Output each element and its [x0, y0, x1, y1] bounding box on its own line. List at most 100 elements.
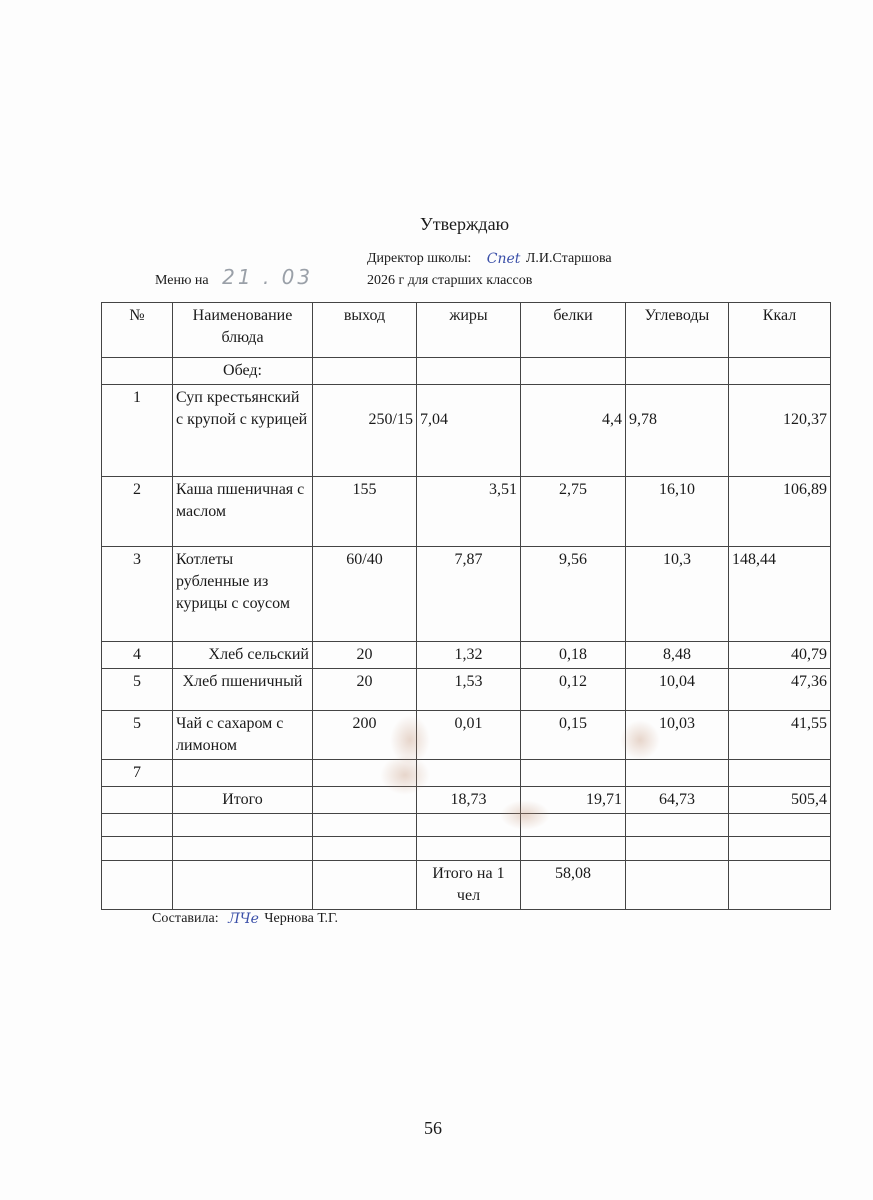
director-label: Директор школы: — [367, 251, 472, 266]
cell-fat: 7,87 — [416, 546, 521, 642]
cell-dish-name: Хлеб сельский — [172, 641, 313, 669]
director-line: Директор школы: Сnet Л.И.Старшова — [367, 250, 612, 268]
cell-kcal: 40,79 — [728, 641, 831, 669]
menu-table: № Наименование блюда выход жиры белки Углевод… — [101, 302, 831, 910]
cell-carbs — [625, 813, 729, 837]
cell-dish-name: Итого — [172, 786, 313, 814]
cell-number: 3 — [101, 546, 173, 642]
cell-number — [101, 860, 173, 910]
column-header-fat: жиры — [416, 302, 521, 358]
table-header-row: № Наименование блюда выход жиры белки Углевод… — [101, 302, 831, 358]
cell-dish-name: Обед: — [172, 357, 313, 385]
cell-carbs: 64,73 — [625, 786, 729, 814]
cell-kcal — [728, 860, 831, 910]
cell-portion: 250/15 — [312, 384, 417, 477]
cell-fat: 1,53 — [416, 668, 521, 711]
cell-protein — [520, 759, 626, 787]
table-row: Обед: — [101, 357, 831, 385]
cell-dish-name: Суп крестьянский с крупой с курицей — [172, 384, 313, 477]
table-row: 2 Каша пшеничная с маслом 155 3,51 2,75 16,10… — [101, 476, 831, 547]
cell-kcal: 106,89 — [728, 476, 831, 547]
cell-kcal — [728, 759, 831, 787]
cell-kcal: 41,55 — [728, 710, 831, 760]
column-header-kcal: Ккал — [728, 302, 831, 358]
cell-number — [101, 357, 173, 385]
cell-protein — [520, 357, 626, 385]
cell-portion — [312, 813, 417, 837]
column-header-number: № — [101, 302, 173, 358]
cell-fat: 0,01 — [416, 710, 521, 760]
cell-carbs: 10,3 — [625, 546, 729, 642]
cell-portion: 20 — [312, 641, 417, 669]
table-row — [101, 836, 831, 861]
compiled-signature: ЛЧе — [228, 911, 259, 927]
cell-carbs — [625, 759, 729, 787]
cell-dish-name: Каша пшеничная с маслом — [172, 476, 313, 547]
cell-portion: 20 — [312, 668, 417, 711]
cell-kcal: 505,4 — [728, 786, 831, 814]
table-row: 3 Котлеты рубленные из курицы с соусом 60/… — [101, 546, 831, 642]
cell-dish-name — [172, 836, 313, 861]
cell-protein: 58,08 — [520, 860, 626, 910]
cell-carbs — [625, 836, 729, 861]
cell-portion: 155 — [312, 476, 417, 547]
cell-protein: 0,18 — [520, 641, 626, 669]
column-header-portion: выход — [312, 302, 417, 358]
cell-portion — [312, 357, 417, 385]
column-header-carbs: Углеводы — [625, 302, 729, 358]
cell-dish-name: Котлеты рубленные из курицы с соусом — [172, 546, 313, 642]
table-row: 1 Суп крестьянский с крупой с курицей 250/… — [101, 384, 831, 477]
menu-date-handwritten: 21 . 03 — [222, 265, 314, 289]
cell-number: 5 — [101, 668, 173, 711]
cell-carbs: 8,48 — [625, 641, 729, 669]
cell-kcal — [728, 836, 831, 861]
cell-number — [101, 813, 173, 837]
director-name: Л.И.Старшова — [525, 251, 612, 266]
cell-portion: 60/40 — [312, 546, 417, 642]
cell-dish-name: Хлеб пшеничный — [172, 668, 313, 711]
table-row: 7 — [101, 759, 831, 787]
cell-number — [101, 836, 173, 861]
cell-protein: 4,4 — [520, 384, 626, 477]
column-header-protein: белки — [520, 302, 626, 358]
cell-protein — [520, 836, 626, 861]
cell-portion — [312, 836, 417, 861]
page-number: 56 — [424, 1118, 442, 1138]
director-signature: Сnet — [486, 251, 521, 267]
cell-carbs: 16,10 — [625, 476, 729, 547]
cell-carbs — [625, 860, 729, 910]
cell-carbs: 9,78 — [625, 384, 729, 477]
table-row: Итого на 1 чел 58,08 — [101, 860, 831, 910]
column-header-dish-name: Наименование блюда — [172, 302, 313, 358]
cell-dish-name: Чай с сахаром с лимоном — [172, 710, 313, 760]
cell-protein: 0,15 — [520, 710, 626, 760]
compiled-by-line: Составила: ЛЧе Чернова Т.Г. — [152, 910, 338, 928]
menu-subtitle: 2026 г для старших классов — [367, 273, 533, 288]
cell-carbs — [625, 357, 729, 385]
cell-kcal: 47,36 — [728, 668, 831, 711]
cell-carbs: 10,03 — [625, 710, 729, 760]
cell-protein: 0,12 — [520, 668, 626, 711]
compiled-label: Составила: — [152, 911, 219, 926]
cell-number: 1 — [101, 384, 173, 477]
cell-number: 5 — [101, 710, 173, 760]
cell-portion — [312, 860, 417, 910]
table-row — [101, 813, 831, 837]
cell-fat: Итого на 1 чел — [416, 860, 521, 910]
cell-kcal — [728, 813, 831, 837]
menu-date-line: Меню на 21 . 03 — [155, 266, 313, 292]
table-row: 5 Чай с сахаром с лимоном 200 0,01 0,15 10,03… — [101, 710, 831, 760]
cell-protein: 19,71 — [520, 786, 626, 814]
cell-fat: 1,32 — [416, 641, 521, 669]
compiled-name: Чернова Т.Г. — [264, 911, 339, 926]
approval-heading: Утверждаю — [420, 214, 510, 234]
cell-dish-name — [172, 759, 313, 787]
cell-carbs: 10,04 — [625, 668, 729, 711]
cell-kcal — [728, 357, 831, 385]
cell-dish-name — [172, 860, 313, 910]
menu-label: Меню на — [155, 273, 209, 288]
cell-protein: 9,56 — [520, 546, 626, 642]
cell-number: 4 — [101, 641, 173, 669]
cell-portion: 200 — [312, 710, 417, 760]
